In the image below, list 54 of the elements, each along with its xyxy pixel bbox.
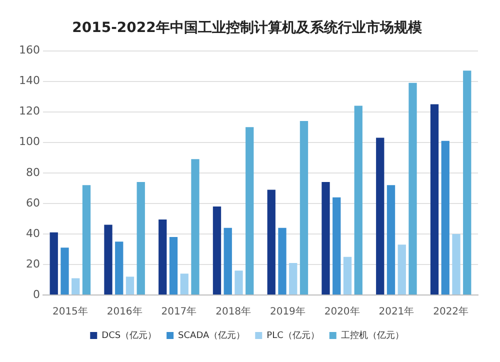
bar xyxy=(398,244,406,294)
x-tick-label: 2017年 xyxy=(161,306,197,318)
bar xyxy=(289,262,298,294)
y-tick-label: 80 xyxy=(26,166,40,179)
x-tick-label: 2019年 xyxy=(270,306,306,318)
x-tick-label: 2021年 xyxy=(378,306,414,318)
bar xyxy=(332,197,341,294)
bar xyxy=(82,185,91,294)
x-tick-label: 2022年 xyxy=(433,306,469,318)
y-tick-label: 160 xyxy=(18,44,40,57)
x-tick-label: 2018年 xyxy=(216,306,252,318)
bar xyxy=(267,190,276,294)
bar xyxy=(169,237,178,294)
bar xyxy=(354,106,362,294)
y-tick-label: 60 xyxy=(26,196,40,210)
bar xyxy=(322,182,330,294)
bar xyxy=(343,256,352,294)
bar xyxy=(126,276,134,294)
legend-label: 工控机（亿元） xyxy=(340,330,404,341)
y-tick-label: 140 xyxy=(18,74,40,88)
y-tick-label: 0 xyxy=(32,288,40,301)
chart-title: 2015-2022年中国工业控制计算机及系统行业市场规模 xyxy=(72,19,423,36)
bar xyxy=(386,185,396,294)
bar xyxy=(158,219,167,294)
x-tick-label: 2015年 xyxy=(52,306,88,318)
bar xyxy=(104,224,112,294)
bar xyxy=(300,121,308,294)
legend-label: DCS（亿元） xyxy=(102,330,157,341)
bar xyxy=(180,274,188,294)
bar xyxy=(115,242,124,294)
bar xyxy=(376,138,384,294)
y-tick-label: 120 xyxy=(18,104,40,118)
bar xyxy=(136,182,145,294)
bar xyxy=(278,228,286,294)
bar xyxy=(72,278,80,294)
bar xyxy=(212,206,222,294)
legend-label: PLC（亿元） xyxy=(266,330,320,341)
bar xyxy=(408,82,417,294)
bar xyxy=(60,248,69,294)
y-tick-label: 40 xyxy=(26,226,40,240)
x-tick-label: 2020年 xyxy=(324,306,360,318)
y-tick-label: 100 xyxy=(18,135,40,148)
x-tick-label: 2016年 xyxy=(106,306,142,318)
bar xyxy=(234,270,243,294)
bar xyxy=(191,159,200,294)
legend-label: SCADA（亿元） xyxy=(178,330,246,341)
y-tick-label: 20 xyxy=(26,257,40,270)
bar xyxy=(224,228,232,294)
bar xyxy=(430,104,439,294)
bar xyxy=(441,140,450,294)
bar xyxy=(246,127,254,294)
bar xyxy=(463,70,472,294)
bar xyxy=(452,234,460,294)
bar xyxy=(50,232,58,294)
